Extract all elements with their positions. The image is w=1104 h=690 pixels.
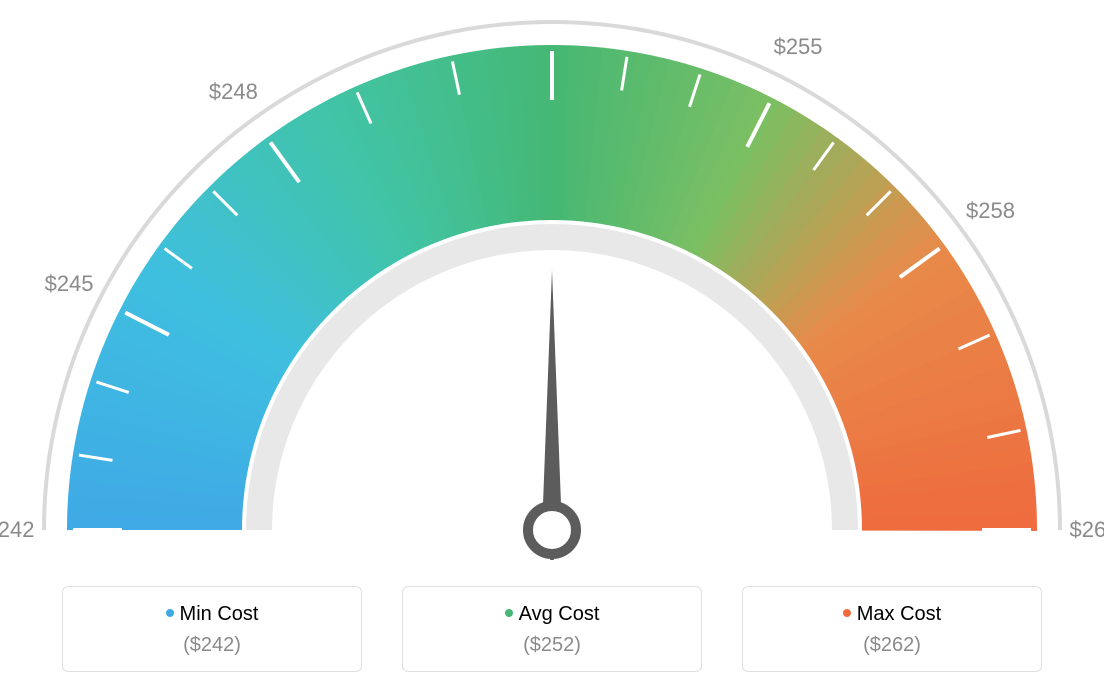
legend-dot-max	[843, 609, 851, 617]
gauge-tick-label: $252	[528, 0, 577, 1]
gauge-tick-label: $255	[774, 34, 823, 60]
legend-title-min: Min Cost	[63, 603, 361, 626]
gauge-tick-label: $245	[45, 271, 94, 297]
gauge-chart: $242 $245 $248 $252 $255 $258 $262	[0, 0, 1104, 560]
gauge-tick-label: $242	[0, 517, 34, 543]
legend-title-max: Max Cost	[743, 603, 1041, 626]
legend-title-avg: Avg Cost	[403, 603, 701, 626]
gauge-tick-label: $248	[209, 79, 258, 105]
legend-label-max: Max Cost	[857, 603, 941, 625]
legend-dot-min	[166, 609, 174, 617]
gauge-svg	[0, 0, 1104, 560]
legend-value-min: ($242)	[63, 634, 361, 657]
gauge-tick-label: $262	[1070, 517, 1104, 543]
legend-value-avg: ($252)	[403, 634, 701, 657]
legend-value-max: ($262)	[743, 634, 1041, 657]
legend-label-avg: Avg Cost	[519, 603, 600, 625]
legend-card-min: Min Cost ($242)	[62, 586, 362, 672]
gauge-tick-label: $258	[966, 198, 1015, 224]
legend-row: Min Cost ($242) Avg Cost ($252) Max Cost…	[62, 586, 1042, 672]
legend-card-max: Max Cost ($262)	[742, 586, 1042, 672]
legend-label-min: Min Cost	[180, 603, 259, 625]
legend-card-avg: Avg Cost ($252)	[402, 586, 702, 672]
legend-dot-avg	[505, 609, 513, 617]
